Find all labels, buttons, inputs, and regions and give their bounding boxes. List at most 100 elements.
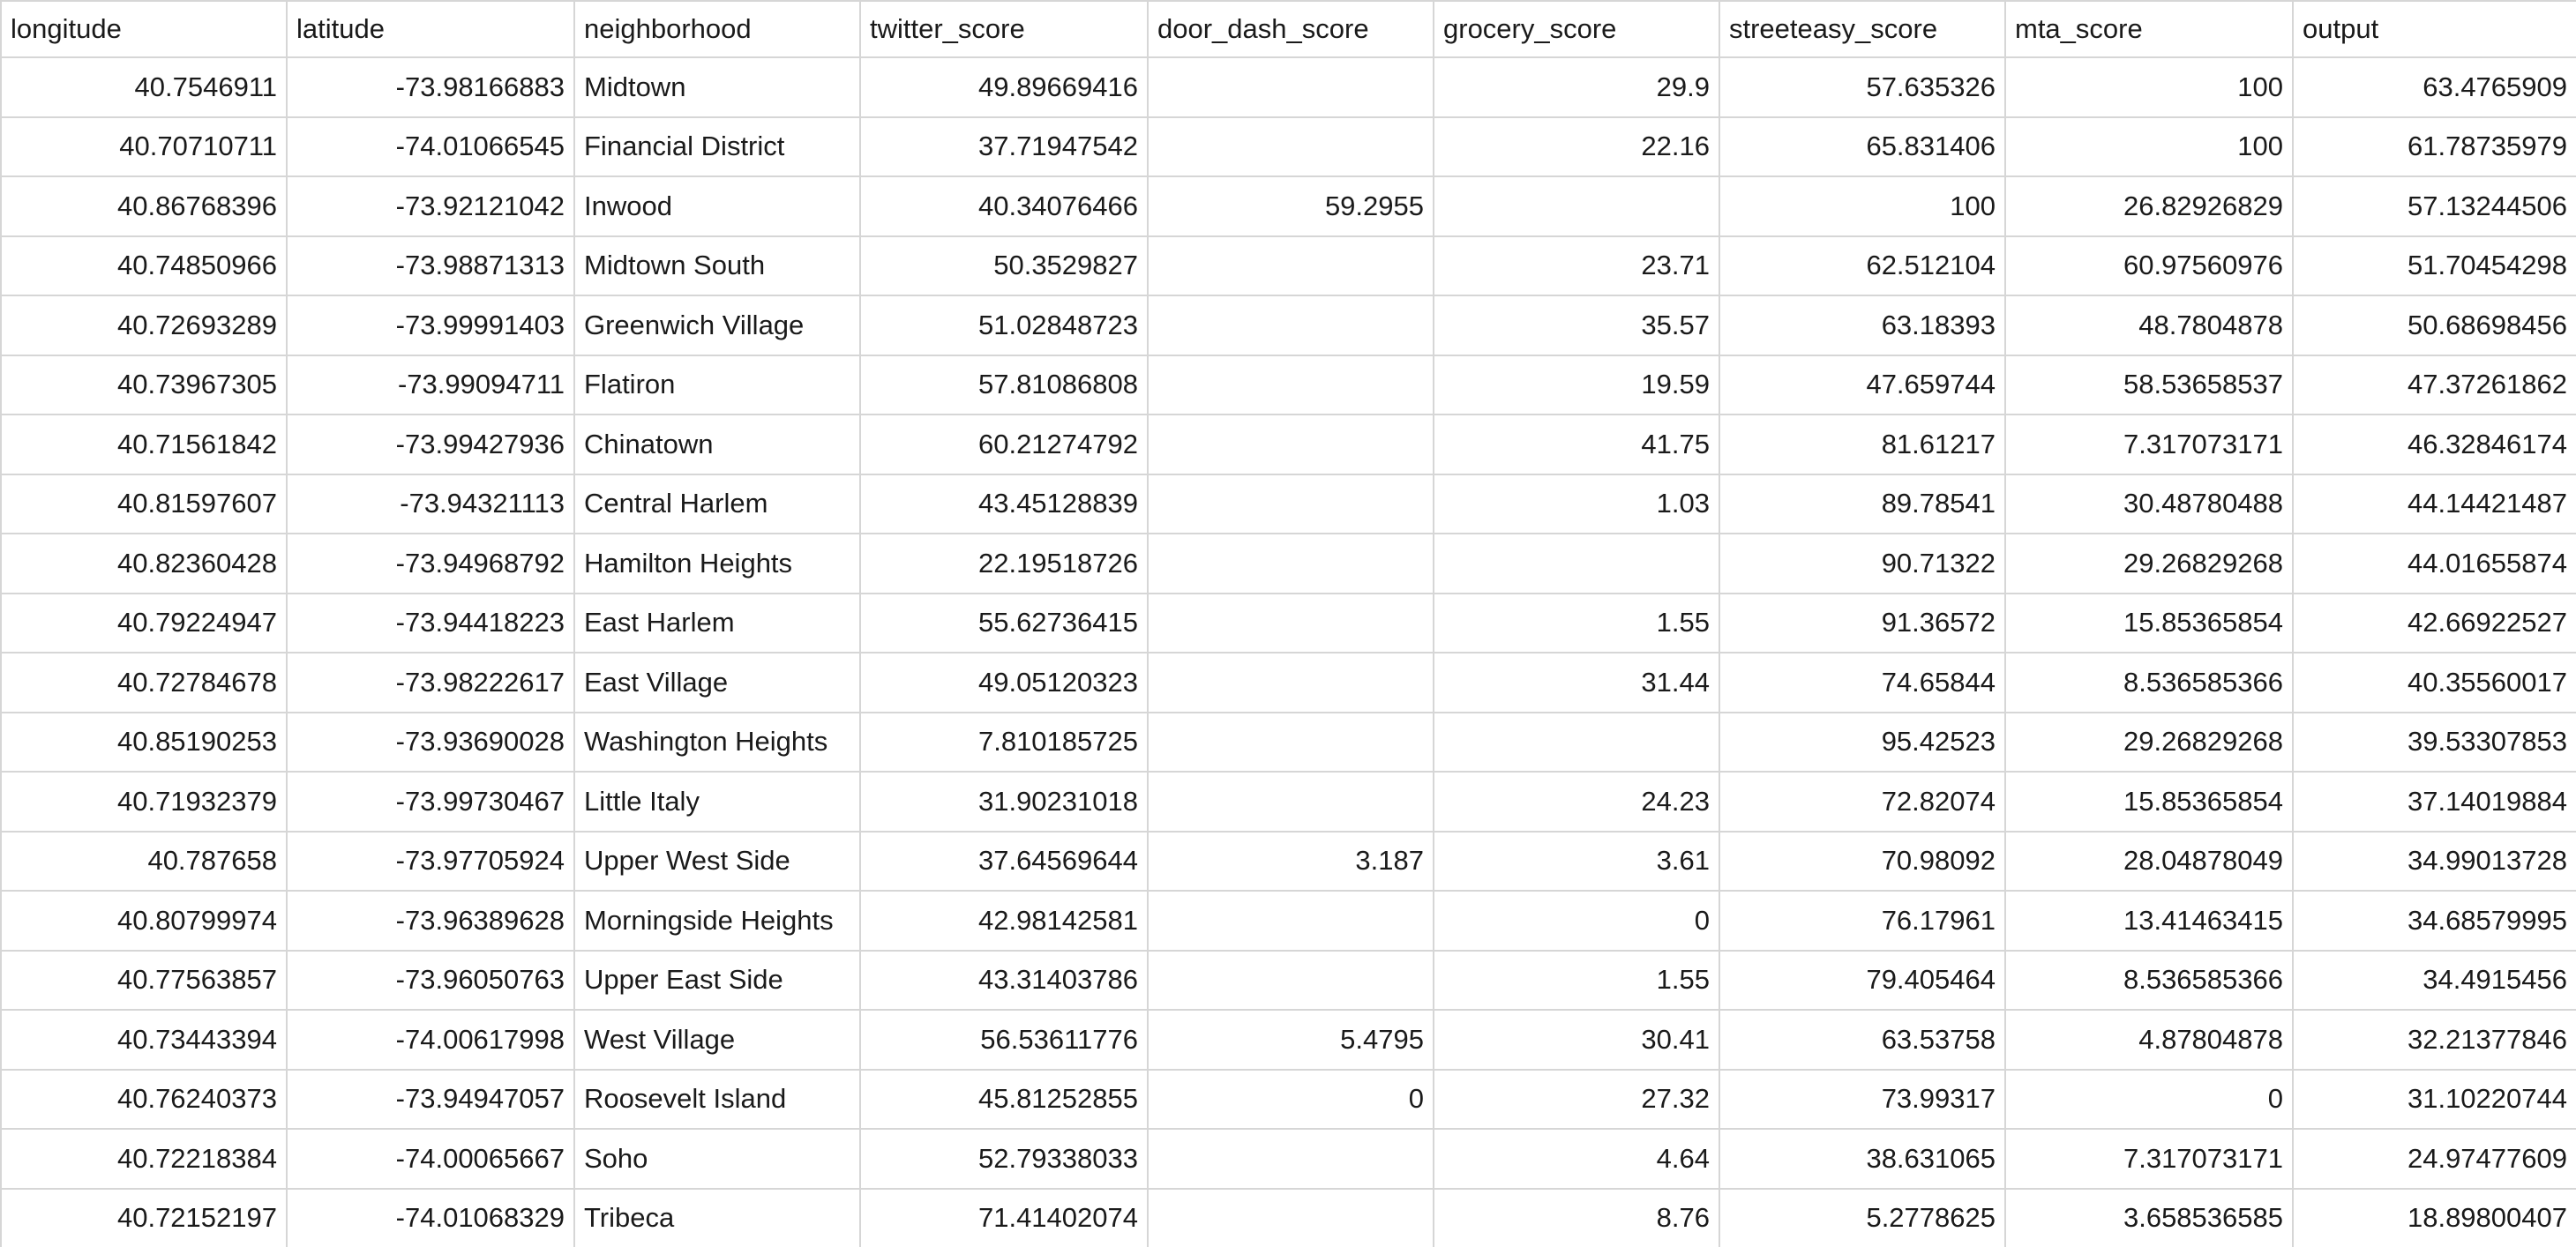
cell-twitter-score[interactable]: 42.98142581	[859, 890, 1149, 952]
cell-neighborhood[interactable]: West Village	[573, 1009, 861, 1071]
cell-latitude[interactable]: -73.96389628	[286, 890, 575, 952]
cell-mta-score[interactable]: 48.7804878	[2004, 295, 2294, 356]
cell-streeteasy-score[interactable]: 91.36572	[1719, 592, 2006, 653]
cell-latitude[interactable]: -73.98166883	[286, 56, 575, 118]
cell-twitter-score[interactable]: 45.81252855	[859, 1068, 1149, 1130]
cell-longitude[interactable]: 40.71932379	[0, 771, 288, 833]
cell-latitude[interactable]: -74.01066545	[286, 116, 575, 177]
cell-neighborhood[interactable]: Upper West Side	[573, 830, 861, 892]
cell-twitter-score[interactable]: 49.89669416	[859, 56, 1149, 118]
cell-door-dash-score[interactable]	[1147, 1128, 1434, 1190]
cell-output[interactable]: 34.99013728	[2292, 830, 2576, 892]
cell-latitude[interactable]: -73.97705924	[286, 830, 575, 892]
cell-longitude[interactable]: 40.7546911	[0, 56, 288, 118]
cell-mta-score[interactable]: 26.82926829	[2004, 175, 2294, 237]
cell-door-dash-score[interactable]: 59.2955	[1147, 175, 1434, 237]
cell-door-dash-score[interactable]	[1147, 771, 1434, 833]
cell-grocery-score[interactable]	[1433, 175, 1720, 237]
cell-twitter-score[interactable]: 57.81086808	[859, 354, 1149, 415]
cell-grocery-score[interactable]: 3.61	[1433, 830, 1720, 892]
cell-grocery-score[interactable]: 22.16	[1433, 116, 1720, 177]
cell-output[interactable]: 34.4915456	[2292, 949, 2576, 1011]
cell-neighborhood[interactable]: Little Italy	[573, 771, 861, 833]
cell-door-dash-score[interactable]	[1147, 592, 1434, 653]
cell-output[interactable]: 24.97477609	[2292, 1128, 2576, 1190]
cell-latitude[interactable]: -73.98222617	[286, 652, 575, 713]
cell-latitude[interactable]: -73.99991403	[286, 295, 575, 356]
cell-grocery-score[interactable]: 1.55	[1433, 949, 1720, 1011]
cell-latitude[interactable]: -74.01068329	[286, 1187, 575, 1247]
cell-output[interactable]: 61.78735979	[2292, 116, 2576, 177]
cell-streeteasy-score[interactable]: 74.65844	[1719, 652, 2006, 713]
cell-output[interactable]: 40.35560017	[2292, 652, 2576, 713]
cell-longitude[interactable]: 40.85190253	[0, 711, 288, 773]
cell-neighborhood[interactable]: Midtown South	[573, 235, 861, 296]
cell-output[interactable]: 44.14421487	[2292, 473, 2576, 534]
cell-door-dash-score[interactable]	[1147, 414, 1434, 475]
cell-streeteasy-score[interactable]: 38.631065	[1719, 1128, 2006, 1190]
cell-output[interactable]: 37.14019884	[2292, 771, 2576, 833]
cell-streeteasy-score[interactable]: 72.82074	[1719, 771, 2006, 833]
cell-neighborhood[interactable]: Upper East Side	[573, 949, 861, 1011]
cell-longitude[interactable]: 40.71561842	[0, 414, 288, 475]
cell-longitude[interactable]: 40.79224947	[0, 592, 288, 653]
cell-twitter-score[interactable]: 22.19518726	[859, 533, 1149, 594]
cell-longitude[interactable]: 40.73443394	[0, 1009, 288, 1071]
cell-neighborhood[interactable]: Inwood	[573, 175, 861, 237]
cell-output[interactable]: 34.68579995	[2292, 890, 2576, 952]
cell-latitude[interactable]: -73.92121042	[286, 175, 575, 237]
cell-door-dash-score[interactable]: 3.187	[1147, 830, 1434, 892]
cell-output[interactable]: 39.53307853	[2292, 711, 2576, 773]
cell-door-dash-score[interactable]	[1147, 949, 1434, 1011]
cell-mta-score[interactable]: 4.87804878	[2004, 1009, 2294, 1071]
cell-longitude[interactable]: 40.787658	[0, 830, 288, 892]
cell-latitude[interactable]: -73.99094711	[286, 354, 575, 415]
cell-longitude[interactable]: 40.73967305	[0, 354, 288, 415]
cell-output[interactable]: 32.21377846	[2292, 1009, 2576, 1071]
cell-mta-score[interactable]: 29.26829268	[2004, 711, 2294, 773]
column-header-door-dash-score[interactable]: door_dash_score	[1147, 0, 1434, 58]
cell-neighborhood[interactable]: Financial District	[573, 116, 861, 177]
cell-latitude[interactable]: -73.99730467	[286, 771, 575, 833]
cell-streeteasy-score[interactable]: 73.99317	[1719, 1068, 2006, 1130]
cell-twitter-score[interactable]: 55.62736415	[859, 592, 1149, 653]
cell-grocery-score[interactable]: 30.41	[1433, 1009, 1720, 1071]
cell-door-dash-score[interactable]: 0	[1147, 1068, 1434, 1130]
cell-neighborhood[interactable]: Central Harlem	[573, 473, 861, 534]
cell-neighborhood[interactable]: Morningside Heights	[573, 890, 861, 952]
column-header-longitude[interactable]: longitude	[0, 0, 288, 58]
cell-latitude[interactable]: -73.96050763	[286, 949, 575, 1011]
cell-streeteasy-score[interactable]: 89.78541	[1719, 473, 2006, 534]
cell-output[interactable]: 63.4765909	[2292, 56, 2576, 118]
cell-streeteasy-score[interactable]: 100	[1719, 175, 2006, 237]
cell-mta-score[interactable]: 58.53658537	[2004, 354, 2294, 415]
cell-latitude[interactable]: -74.00617998	[286, 1009, 575, 1071]
cell-grocery-score[interactable]: 19.59	[1433, 354, 1720, 415]
cell-door-dash-score[interactable]	[1147, 652, 1434, 713]
cell-mta-score[interactable]: 100	[2004, 116, 2294, 177]
cell-twitter-score[interactable]: 71.41402074	[859, 1187, 1149, 1247]
cell-longitude[interactable]: 40.72218384	[0, 1128, 288, 1190]
column-header-twitter-score[interactable]: twitter_score	[859, 0, 1149, 58]
column-header-grocery-score[interactable]: grocery_score	[1433, 0, 1720, 58]
cell-twitter-score[interactable]: 43.31403786	[859, 949, 1149, 1011]
cell-twitter-score[interactable]: 43.45128839	[859, 473, 1149, 534]
cell-latitude[interactable]: -73.99427936	[286, 414, 575, 475]
cell-neighborhood[interactable]: Greenwich Village	[573, 295, 861, 356]
cell-streeteasy-score[interactable]: 63.18393	[1719, 295, 2006, 356]
cell-output[interactable]: 31.10220744	[2292, 1068, 2576, 1130]
cell-neighborhood[interactable]: Chinatown	[573, 414, 861, 475]
cell-streeteasy-score[interactable]: 65.831406	[1719, 116, 2006, 177]
cell-mta-score[interactable]: 0	[2004, 1068, 2294, 1130]
cell-grocery-score[interactable]: 24.23	[1433, 771, 1720, 833]
cell-latitude[interactable]: -73.98871313	[286, 235, 575, 296]
cell-longitude[interactable]: 40.82360428	[0, 533, 288, 594]
cell-mta-score[interactable]: 28.04878049	[2004, 830, 2294, 892]
cell-longitude[interactable]: 40.77563857	[0, 949, 288, 1011]
cell-longitude[interactable]: 40.80799974	[0, 890, 288, 952]
cell-door-dash-score[interactable]: 5.4795	[1147, 1009, 1434, 1071]
cell-grocery-score[interactable]: 8.76	[1433, 1187, 1720, 1247]
cell-mta-score[interactable]: 29.26829268	[2004, 533, 2294, 594]
cell-latitude[interactable]: -73.94968792	[286, 533, 575, 594]
cell-streeteasy-score[interactable]: 81.61217	[1719, 414, 2006, 475]
